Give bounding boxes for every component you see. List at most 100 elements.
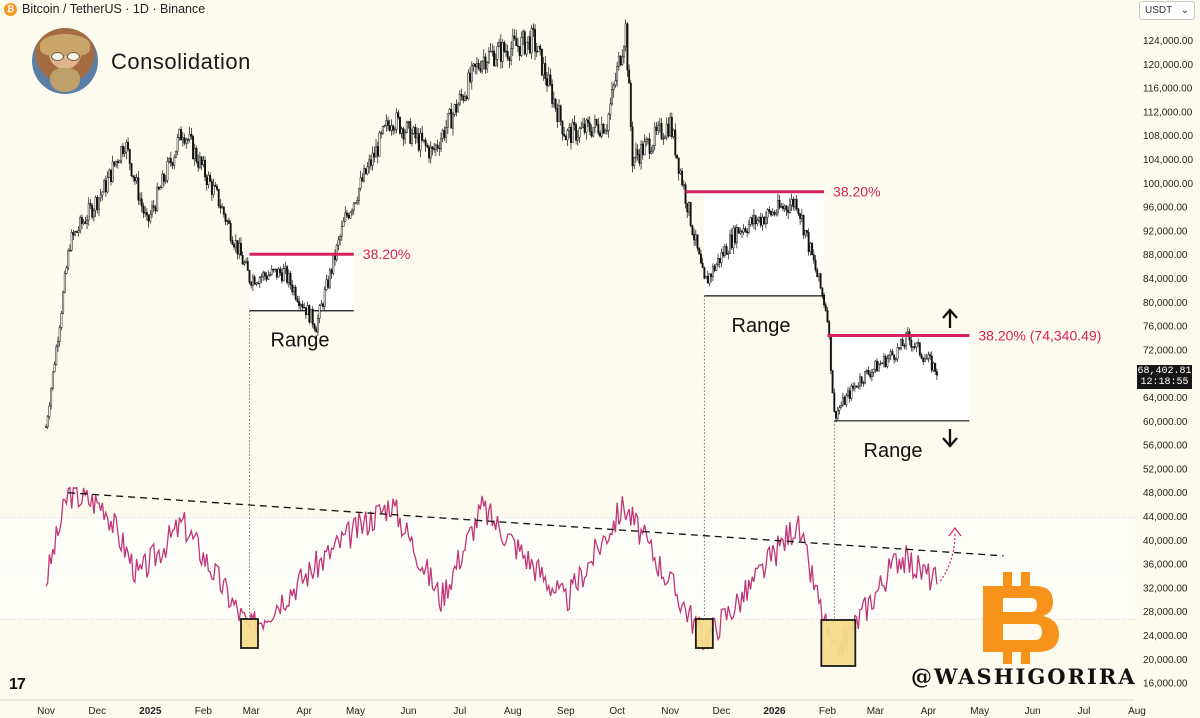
candle-body [486, 62, 489, 70]
candle-body [250, 282, 253, 286]
x-tick-label: Aug [1128, 706, 1146, 717]
candle-body [713, 265, 716, 271]
candle-body [443, 130, 446, 138]
y-tick-label: 84,000.00 [1143, 274, 1188, 285]
candle-body [455, 104, 458, 113]
candle-body [156, 187, 159, 212]
candle-body [614, 80, 617, 86]
candle-body [164, 179, 167, 182]
candle-body [436, 144, 439, 149]
candle-body [91, 205, 94, 218]
candle-body [86, 219, 88, 224]
candle-body [744, 228, 747, 232]
candle-body [558, 105, 560, 122]
y-tick-label: 40,000.00 [1143, 536, 1188, 547]
candle-body [104, 180, 107, 193]
candle-body [282, 268, 285, 282]
y-tick-label: 64,000.00 [1143, 393, 1188, 404]
candle-body [356, 200, 359, 203]
range-label: Range [271, 330, 330, 352]
candle-body [730, 234, 733, 249]
candle-body [672, 129, 675, 138]
candle-body [624, 23, 627, 48]
candle-body [790, 199, 793, 206]
candle-body [901, 339, 904, 346]
candle-body [363, 168, 366, 182]
candle-body [400, 128, 403, 134]
candle-body [128, 148, 131, 164]
candle-body [699, 253, 702, 264]
candle-body [711, 265, 714, 277]
candles [45, 19, 938, 430]
candle-body [886, 358, 889, 367]
candle-body [619, 55, 622, 66]
candle-body [923, 358, 926, 362]
candle-body [144, 212, 147, 214]
x-tick-label: Jun [400, 706, 416, 717]
candle-body [137, 177, 140, 201]
candle-body [328, 269, 331, 288]
candle-body [912, 346, 914, 348]
tradingview-logo-icon[interactable]: 17 [9, 676, 26, 693]
candle-body [595, 119, 598, 125]
candle-body [806, 230, 808, 233]
candle-body [262, 272, 265, 277]
candle-body [682, 184, 685, 186]
candle-body [667, 123, 670, 137]
candle-body [178, 129, 181, 138]
candle-body [446, 113, 449, 128]
candle-body [864, 371, 867, 384]
x-tick-label: Mar [867, 706, 885, 717]
candle-body [662, 138, 665, 140]
candle-body [65, 267, 68, 274]
candle-body [696, 234, 699, 249]
candle-body [460, 93, 463, 97]
bitcoin-logo-icon [983, 572, 1059, 664]
candle-body [752, 215, 755, 225]
candle-body [217, 189, 220, 207]
candle-body [469, 72, 472, 82]
candle-body [836, 410, 839, 419]
x-tick-label: 2025 [139, 706, 162, 717]
currency-select[interactable]: USDT ⌄ [1139, 1, 1195, 20]
candle-body [496, 46, 499, 60]
candle-body [773, 211, 776, 215]
candle-body [580, 126, 583, 129]
candle-body [457, 103, 460, 113]
candle-body [212, 184, 215, 195]
candle-body [766, 209, 769, 218]
candle-body [274, 268, 277, 271]
candle-body [364, 168, 367, 175]
candle-body [245, 261, 248, 264]
candle-body [192, 136, 195, 159]
candle-body [311, 308, 314, 325]
x-tick-label: May [970, 706, 989, 717]
candle-body [434, 144, 437, 150]
candle-body [650, 151, 653, 154]
candle-body [152, 205, 155, 208]
candle-body [440, 138, 442, 150]
candle-body [877, 364, 880, 372]
candle-body [340, 226, 343, 237]
candle-body [621, 56, 624, 66]
candle-body [322, 303, 324, 307]
candle-body [515, 38, 518, 46]
range-box [249, 254, 354, 311]
candle-body [607, 114, 610, 131]
candle-body [590, 131, 593, 137]
candle-body [263, 272, 266, 277]
candle-body [850, 385, 853, 399]
candle-body [246, 261, 249, 271]
candle-body [366, 166, 369, 175]
candle-body [802, 215, 805, 236]
x-tick-label: Nov [661, 706, 679, 717]
x-tick-label: Mar [243, 706, 261, 717]
arrow-down-icon [942, 429, 958, 448]
candle-body [238, 242, 241, 255]
candle-body [602, 124, 605, 134]
candle-body [62, 291, 65, 314]
candle-body [416, 133, 419, 139]
x-tick-label: Oct [609, 706, 625, 717]
y-tick-label: 24,000.00 [1143, 631, 1188, 642]
